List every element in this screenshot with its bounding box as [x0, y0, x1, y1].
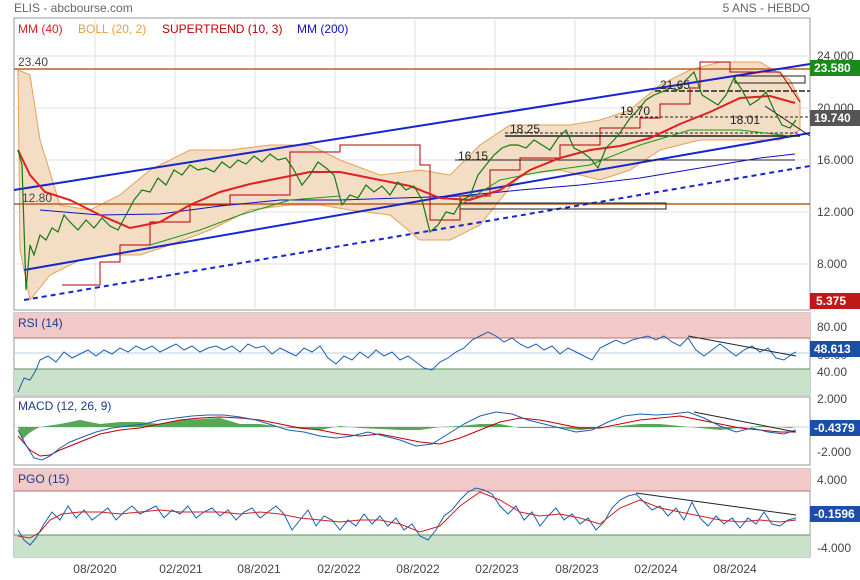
y-tick: -2.000	[817, 445, 851, 459]
macd-title: MACD (12, 26, 9)	[18, 399, 111, 413]
level-annotation: 21.65	[660, 78, 690, 92]
rsi-line	[17, 331, 797, 393]
pgo-badge-label: -0.1596	[814, 507, 855, 521]
rsi-panel: RSI (14) 80.00 60.00 40.00 48.613	[13, 312, 860, 396]
x-tick: 08/2021	[237, 562, 281, 576]
legend-boll: BOLL (20, 2)	[78, 22, 146, 36]
level-annotation: 23.40	[18, 55, 48, 69]
x-tick: 02/2024	[634, 562, 678, 576]
x-tick: 08/2022	[396, 562, 440, 576]
channel-lower	[23, 132, 811, 271]
source-label: ELIS - abcbourse.com	[14, 1, 133, 15]
price-badge-high	[810, 60, 860, 76]
x-tick: 02/2022	[317, 562, 361, 576]
rsi-title: RSI (14)	[18, 316, 63, 330]
macd-panel: MACD (12, 26, 9) 2.000 -2.000 -0.4379	[13, 392, 860, 466]
level-annotation: 12.80	[22, 191, 52, 205]
mm40-line	[17, 94, 796, 230]
legend-mm200: MM (200)	[297, 22, 348, 36]
y-tick: 12.000	[817, 205, 854, 219]
price-badge-low-label: 5.375	[816, 294, 846, 308]
price-badge-low	[810, 293, 860, 309]
pgo-line	[17, 487, 797, 546]
level-annotation: 18.01	[730, 113, 760, 127]
pgo-signal	[17, 491, 797, 539]
x-tick: 02/2023	[475, 562, 519, 576]
legend-supertrend: SUPERTREND (10, 3)	[162, 22, 282, 36]
y-tick: 24.000	[817, 49, 854, 63]
macd-histogram	[18, 418, 796, 440]
price-line	[17, 70, 797, 291]
macd-line	[17, 411, 797, 461]
y-tick: 40.00	[817, 365, 847, 379]
channel-upper	[13, 63, 811, 191]
level-annotation: 18.25	[510, 122, 540, 136]
channel-lower-dashed	[23, 165, 811, 301]
main-panel: 23.40 12.80 21.65 19.70 18.25 16.15 18.0…	[13, 17, 860, 311]
price-badge-last-label: 19.740	[814, 111, 851, 125]
y-tick: 8.000	[817, 257, 847, 271]
macd-badge	[810, 420, 860, 436]
y-tick: 16.000	[817, 153, 854, 167]
y-tick: 2.000	[817, 392, 847, 406]
rsi-badge	[810, 341, 860, 357]
bollinger-band	[17, 61, 801, 302]
macd-signal	[17, 415, 796, 457]
x-tick: 08/2023	[555, 562, 599, 576]
macd-badge-label: -0.4379	[814, 421, 855, 435]
supertrend-line	[62, 61, 801, 286]
legend-mm40: MM (40)	[18, 22, 63, 36]
y-tick: 4.000	[817, 473, 847, 487]
x-tick: 02/2021	[159, 562, 203, 576]
price-badge-high-label: 23.580	[814, 61, 851, 75]
x-tick: 08/2020	[73, 562, 117, 576]
x-tick: 08/2024	[713, 562, 757, 576]
level-annotation: 19.70	[620, 104, 650, 118]
period-label: 5 ANS - HEBDO	[723, 1, 810, 15]
y-tick: -4.000	[817, 541, 851, 555]
level-annotation: 16.15	[458, 149, 488, 163]
pgo-panel: PGO (15) 4.000 -4.000 -0.1596	[13, 468, 860, 558]
rsi-badge-label: 48.613	[814, 342, 851, 356]
price-badge-last	[810, 110, 860, 126]
pgo-title: PGO (15)	[18, 472, 69, 486]
y-tick: 80.00	[817, 320, 847, 334]
pgo-badge	[810, 506, 860, 522]
